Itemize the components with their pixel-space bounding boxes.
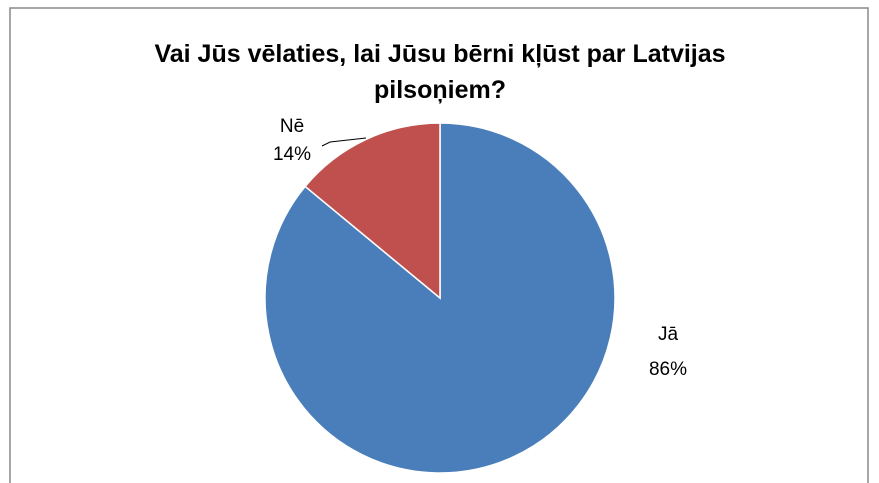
slice-category-label: Nē	[280, 116, 304, 137]
leader-line	[321, 137, 367, 147]
slice-value-label: 14%	[273, 144, 311, 165]
slice-category-label: Jā	[658, 324, 679, 345]
chart-title: Vai Jūs vēlaties, lai Jūsu bērni kļūst p…	[154, 40, 726, 104]
slice-value-label: 86%	[649, 359, 687, 380]
pie-slice	[304, 122, 441, 300]
chart-frame	[9, 7, 869, 483]
